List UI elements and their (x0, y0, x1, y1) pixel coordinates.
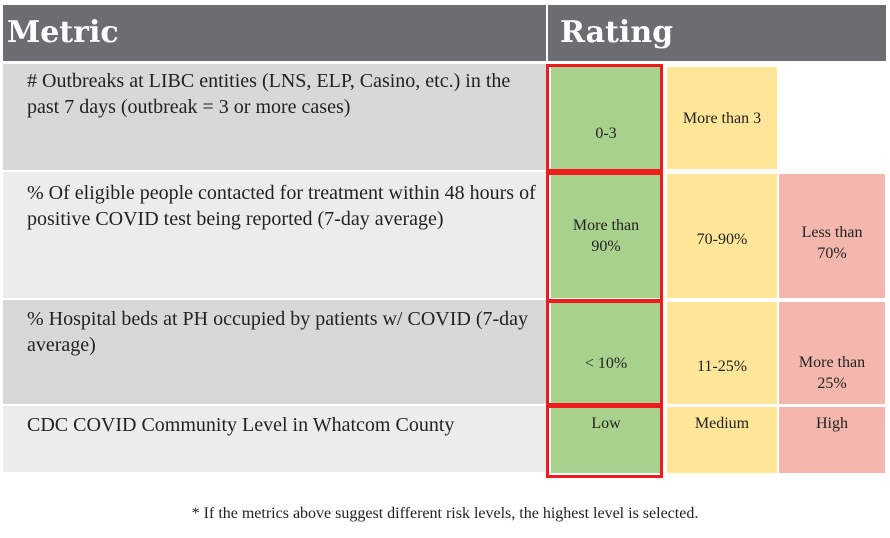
rating-yellow-label: Medium (694, 415, 750, 432)
rating-red-label: More than 25% (798, 354, 866, 392)
metric-column-header: Metric (3, 5, 546, 61)
rating-yellow-label: 11-25% (696, 357, 748, 375)
rating-green-cdc: Low (551, 407, 661, 473)
rating-green-label: < 10% (584, 354, 628, 372)
metric-hospital-beds: % Hospital beds at PH occupied by patien… (3, 300, 546, 404)
rating-column-header: Rating (548, 5, 886, 61)
rating-yellow-treatment: 70-90% (667, 174, 777, 298)
rating-red-treatment: Less than 70% (779, 174, 885, 298)
metric-cdc-level: CDC COVID Community Level in Whatcom Cou… (3, 406, 546, 472)
rating-green-label: Low (591, 415, 621, 432)
rating-red-beds: More than 25% (779, 302, 885, 404)
rating-yellow-outbreaks: More than 3 (667, 67, 777, 169)
rating-green-label: More than 90% (572, 217, 640, 255)
rating-yellow-label: More than 3 (682, 109, 762, 127)
rating-green-treatment: More than 90% (551, 174, 661, 298)
rating-green-beds: < 10% (551, 302, 661, 404)
rating-yellow-cdc: Medium (667, 407, 777, 473)
rating-red-cdc: High (779, 407, 885, 473)
rating-red-label: Less than 70% (801, 224, 863, 262)
rating-red-label: High (816, 415, 848, 432)
rating-yellow-label: 70-90% (696, 230, 748, 248)
metric-treatment-contact: % Of eligible people contacted for treat… (3, 172, 546, 298)
metric-outbreaks: # Outbreaks at LIBC entities (LNS, ELP, … (3, 64, 546, 170)
rating-green-label: 0-3 (595, 124, 617, 142)
rating-green-outbreaks: 0-3 (551, 67, 661, 169)
footnote: * If the metrics above suggest different… (191, 505, 699, 522)
rating-yellow-beds: 11-25% (667, 302, 777, 404)
